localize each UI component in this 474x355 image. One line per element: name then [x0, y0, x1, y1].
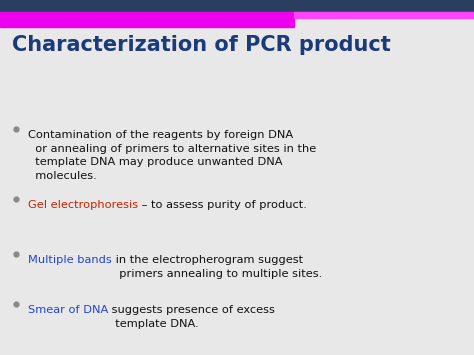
- Text: Multiple bands: Multiple bands: [28, 255, 112, 265]
- Bar: [0, 12, 294, 27]
- Text: Gel electrophoresis: Gel electrophoresis: [28, 200, 138, 210]
- Text: Smear of DNA: Smear of DNA: [28, 305, 108, 315]
- Text: in the electropherogram suggest
  primers annealing to multiple sites.: in the electropherogram suggest primers …: [112, 255, 322, 279]
- Bar: [0, 0, 474, 12]
- Text: Contamination of the reagents by foreign DNA
  or annealing of primers to altern: Contamination of the reagents by foreign…: [28, 130, 316, 181]
- Text: suggests presence of excess
  template DNA.: suggests presence of excess template DNA…: [108, 305, 275, 329]
- Text: Characterization of PCR product: Characterization of PCR product: [12, 35, 391, 55]
- Text: – to assess purity of product.: – to assess purity of product.: [138, 200, 307, 210]
- Bar: [294, 12, 474, 18]
